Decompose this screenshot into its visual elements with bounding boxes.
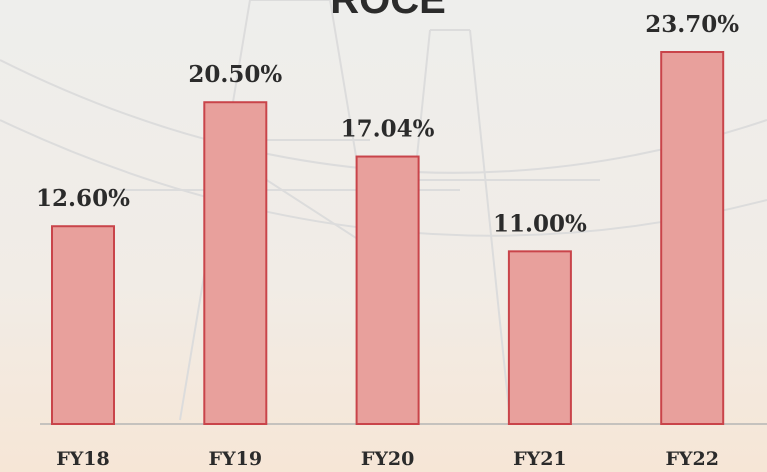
x-tick-label: FY18 <box>56 448 110 470</box>
bar <box>52 226 114 424</box>
value-label: 17.04% <box>341 116 435 143</box>
value-label: 12.60% <box>36 185 130 212</box>
x-tick-label: FY21 <box>513 448 567 470</box>
x-tick-label: FY19 <box>209 448 263 470</box>
x-tick-label: FY22 <box>665 448 719 470</box>
chart: ROCE 12.60% FY18 20.50% FY19 17.04% FY20 11.00… <box>0 0 767 472</box>
value-label: 20.50% <box>188 61 282 88</box>
value-label: 11.00% <box>493 210 587 237</box>
bar <box>509 251 571 424</box>
x-tick-label: FY20 <box>361 448 415 470</box>
bar <box>661 52 723 424</box>
bar <box>357 157 419 424</box>
bar <box>204 102 266 424</box>
value-label: 23.70% <box>645 11 739 38</box>
chart-title: ROCE <box>330 0 446 22</box>
page: {"chart_data": {"type": "bar", "title": … <box>0 0 767 472</box>
